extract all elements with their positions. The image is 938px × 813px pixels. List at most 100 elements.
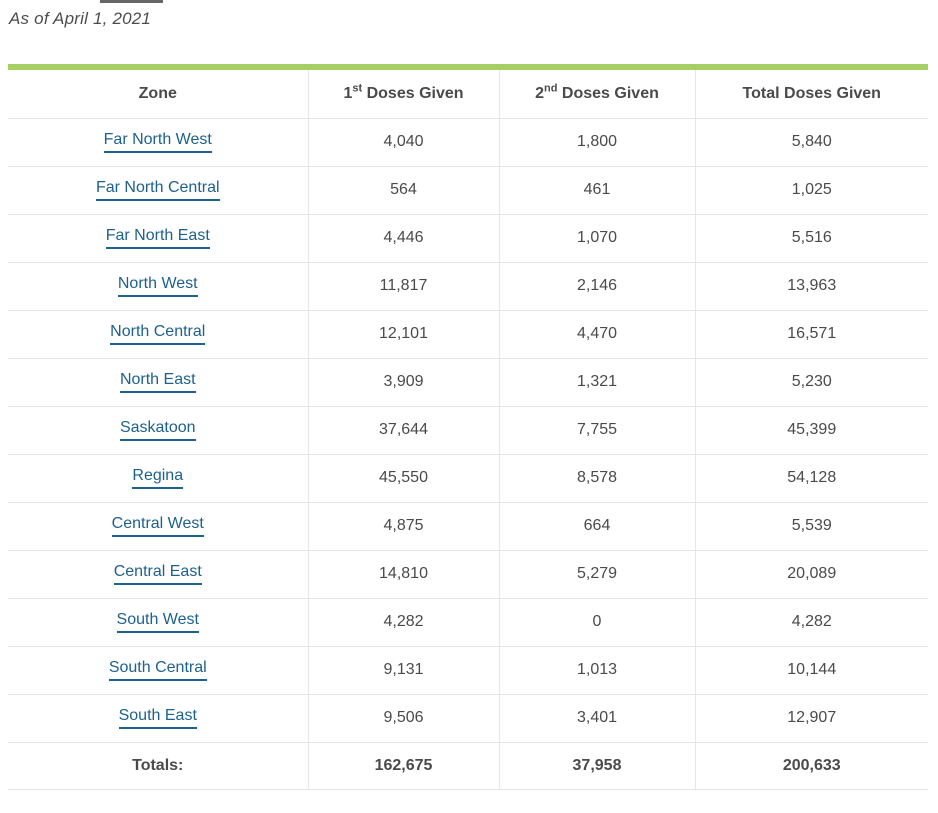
first-doses-cell: 9,506 (307, 694, 499, 743)
second-doses-number: 2 (535, 84, 545, 102)
totals-row: Totals: 162,675 37,958 200,633 (8, 742, 928, 790)
total-doses-cell: 5,230 (694, 358, 928, 407)
table-row: North West 11,817 2,146 13,963 (8, 262, 928, 311)
second-doses-cell: 461 (498, 166, 695, 215)
zone-link[interactable]: North Central (110, 323, 206, 346)
total-doses-cell: 1,025 (694, 166, 928, 215)
total-doses-cell: 54,128 (694, 454, 928, 503)
table-row: Regina 45,550 8,578 54,128 (8, 454, 928, 503)
total-doses-cell: 20,089 (694, 550, 928, 599)
first-doses-cell: 9,131 (307, 646, 499, 695)
zone-link[interactable]: Far North East (105, 227, 210, 250)
total-doses-cell: 45,399 (694, 406, 928, 455)
col-header-zone: Zone (8, 70, 308, 119)
table-row: North East 3,909 1,321 5,230 (8, 358, 928, 407)
col-header-total-doses: Total Doses Given (694, 70, 928, 119)
first-doses-number: 1 (343, 84, 353, 102)
second-doses-cell: 1,321 (498, 358, 695, 407)
zone-link[interactable]: North East (119, 371, 196, 394)
col-header-second-doses: 2nd Doses Given (498, 70, 695, 119)
zone-link[interactable]: Central West (111, 515, 204, 538)
totals-total-doses: 200,633 (694, 742, 928, 790)
first-doses-ordinal: st (352, 82, 363, 95)
second-doses-cell: 8,578 (498, 454, 695, 503)
first-doses-cell: 3,909 (307, 358, 499, 407)
table-row: South East 9,506 3,401 12,907 (8, 694, 928, 743)
second-doses-cell: 664 (498, 502, 695, 551)
first-doses-cell: 4,040 (307, 118, 499, 167)
doses-by-zone-table: Zone 1st Doses Given 2nd Doses Given Tot… (8, 70, 928, 790)
first-doses-cell: 11,817 (307, 262, 499, 311)
zone-link[interactable]: South Central (108, 659, 207, 682)
totals-label: Totals: (8, 742, 308, 790)
zone-cell: South East (8, 694, 308, 743)
total-doses-cell: 12,907 (694, 694, 928, 743)
second-doses-cell: 1,013 (498, 646, 695, 695)
total-doses-cell: 5,539 (694, 502, 928, 551)
first-doses-text: Doses Given (362, 84, 464, 102)
as-of-date-subtitle: As of April 1, 2021 (9, 9, 152, 28)
zone-cell: Saskatoon (8, 406, 308, 455)
zone-cell: Far North West (8, 118, 308, 167)
zone-cell: South Central (8, 646, 308, 695)
zone-link[interactable]: Central East (113, 563, 202, 586)
zone-cell: Central East (8, 550, 308, 599)
zone-link[interactable]: Far North West (103, 131, 212, 154)
second-doses-ordinal: nd (544, 82, 558, 95)
zone-link[interactable]: South East (118, 707, 197, 730)
clipped-text-artifact (100, 0, 163, 3)
zone-cell: Far North Central (8, 166, 308, 215)
total-doses-cell: 4,282 (694, 598, 928, 647)
table-row: Saskatoon 37,644 7,755 45,399 (8, 406, 928, 455)
zone-cell: North Central (8, 310, 308, 359)
first-doses-cell: 12,101 (307, 310, 499, 359)
table-row: North Central 12,101 4,470 16,571 (8, 310, 928, 359)
zone-cell: North West (8, 262, 308, 311)
second-doses-cell: 3,401 (498, 694, 695, 743)
totals-second-doses: 37,958 (498, 742, 695, 790)
table-row: South Central 9,131 1,013 10,144 (8, 646, 928, 695)
table-accent-bar (8, 64, 928, 70)
table-body: Far North West 4,040 1,800 5,840 Far North C… (8, 118, 928, 743)
zone-link[interactable]: Regina (132, 467, 184, 490)
total-doses-cell: 10,144 (694, 646, 928, 695)
zone-cell: Far North East (8, 214, 308, 263)
first-doses-cell: 37,644 (307, 406, 499, 455)
col-header-first-doses: 1st Doses Given (307, 70, 499, 119)
second-doses-text: Doses Given (557, 84, 659, 102)
table-row: South West 4,282 0 4,282 (8, 598, 928, 647)
first-doses-cell: 14,810 (307, 550, 499, 599)
zone-link[interactable]: Saskatoon (119, 419, 196, 442)
zone-cell: Central West (8, 502, 308, 551)
second-doses-cell: 1,070 (498, 214, 695, 263)
zone-cell: Regina (8, 454, 308, 503)
first-doses-cell: 4,446 (307, 214, 499, 263)
table-row: Central East 14,810 5,279 20,089 (8, 550, 928, 599)
second-doses-cell: 7,755 (498, 406, 695, 455)
zone-link[interactable]: Far North Central (95, 179, 220, 202)
total-doses-cell: 16,571 (694, 310, 928, 359)
zone-link[interactable]: South West (116, 611, 199, 634)
header-row: Zone 1st Doses Given 2nd Doses Given Tot… (8, 70, 928, 119)
second-doses-cell: 2,146 (498, 262, 695, 311)
table-row: Far North East 4,446 1,070 5,516 (8, 214, 928, 263)
zone-cell: North East (8, 358, 308, 407)
first-doses-cell: 45,550 (307, 454, 499, 503)
total-doses-cell: 13,963 (694, 262, 928, 311)
table-row: Central West 4,875 664 5,539 (8, 502, 928, 551)
first-doses-cell: 4,875 (307, 502, 499, 551)
second-doses-cell: 4,470 (498, 310, 695, 359)
total-doses-cell: 5,840 (694, 118, 928, 167)
table-row: Far North Central 564 461 1,025 (8, 166, 928, 215)
zone-cell: South West (8, 598, 308, 647)
second-doses-cell: 0 (498, 598, 695, 647)
second-doses-cell: 1,800 (498, 118, 695, 167)
first-doses-cell: 4,282 (307, 598, 499, 647)
second-doses-cell: 5,279 (498, 550, 695, 599)
total-doses-cell: 5,516 (694, 214, 928, 263)
table-row: Far North West 4,040 1,800 5,840 (8, 118, 928, 167)
first-doses-cell: 564 (307, 166, 499, 215)
totals-first-doses: 162,675 (307, 742, 499, 790)
zone-link[interactable]: North West (117, 275, 198, 298)
